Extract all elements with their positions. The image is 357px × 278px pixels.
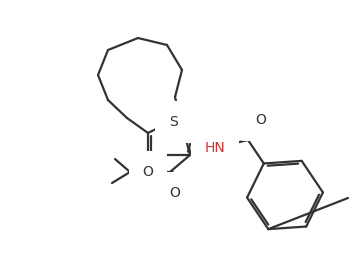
Text: O: O — [142, 165, 154, 179]
Text: HN: HN — [205, 141, 225, 155]
Text: O: O — [256, 113, 266, 127]
Text: S: S — [169, 115, 177, 129]
Text: O: O — [170, 186, 180, 200]
